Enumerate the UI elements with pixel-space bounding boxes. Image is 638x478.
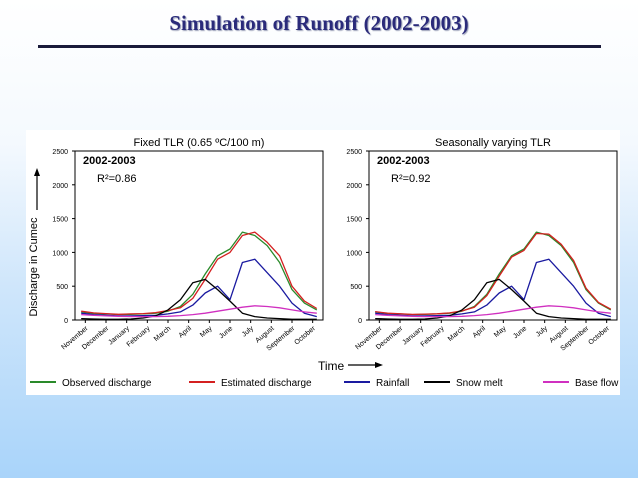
r-squared-label: R²=0.86 bbox=[97, 173, 136, 185]
y-tick-label: 1500 bbox=[52, 217, 68, 224]
series-line-base-flow bbox=[81, 305, 317, 318]
x-tick-label: May bbox=[493, 325, 508, 339]
y-tick-label: 2500 bbox=[346, 149, 362, 156]
series-line-snow-melt bbox=[81, 278, 317, 320]
x-tick-label: October bbox=[293, 325, 317, 347]
period-label: 2002-2003 bbox=[83, 155, 136, 167]
x-tick-label: October bbox=[587, 325, 611, 347]
runoff-figure: Discharge in Cumec Time Fixed TLR (0.65 … bbox=[26, 130, 620, 395]
slide-title: Simulation of Runoff (2002-2003) bbox=[169, 11, 469, 35]
y-tick-label: 2500 bbox=[52, 149, 68, 156]
y-tick-label: 2000 bbox=[52, 183, 68, 190]
chart-panel-2: Seasonally varying TLR 0 500 1000 1500 2000 25… bbox=[346, 137, 618, 353]
x-tick-label: March bbox=[153, 325, 172, 343]
legend-label: Rainfall bbox=[376, 378, 409, 389]
y-tick-label: 1000 bbox=[346, 250, 362, 257]
x-tick-label: April bbox=[472, 325, 488, 340]
x-tick-label: May bbox=[199, 325, 214, 339]
y-tick-label: 0 bbox=[64, 318, 68, 325]
r-squared-label: R²=0.92 bbox=[391, 173, 430, 185]
x-axis-label: Time bbox=[318, 359, 345, 373]
x-axis-arrow-head bbox=[375, 362, 383, 368]
x-tick-label: July bbox=[241, 325, 255, 339]
chart-panel-1: Fixed TLR (0.65 ºC/100 m) 0 500 1000 1500 200… bbox=[52, 137, 324, 353]
legend: Observed discharge Estimated discharge Rai… bbox=[30, 378, 619, 389]
chart-title: Fixed TLR (0.65 ºC/100 m) bbox=[134, 137, 265, 149]
y-tick-label: 2000 bbox=[346, 183, 362, 190]
legend-label: Estimated discharge bbox=[221, 378, 312, 389]
x-tick-label: July bbox=[535, 325, 549, 339]
chart-title: Seasonally varying TLR bbox=[435, 137, 551, 149]
x-tick-label: June bbox=[218, 325, 234, 340]
y-tick-label: 500 bbox=[350, 284, 362, 291]
y-axis-arrow-head bbox=[34, 168, 40, 176]
series-line-base-flow bbox=[375, 305, 611, 318]
y-tick-label: 1500 bbox=[346, 217, 362, 224]
legend-label: Observed discharge bbox=[62, 378, 152, 389]
period-label: 2002-2003 bbox=[377, 155, 430, 167]
plot-frame bbox=[368, 150, 618, 321]
y-axis-label: Discharge in Cumec bbox=[28, 217, 40, 317]
series-line-estimated-discharge bbox=[375, 232, 612, 316]
series-line-snow-melt bbox=[375, 278, 611, 320]
x-tick-label: June bbox=[512, 325, 528, 340]
legend-label: Base flow bbox=[575, 378, 619, 389]
y-tick-label: 500 bbox=[56, 284, 68, 291]
y-tick-label: 0 bbox=[358, 318, 362, 325]
x-tick-label: February bbox=[126, 325, 152, 349]
x-tick-label: March bbox=[447, 325, 466, 343]
series-line-estimated-discharge bbox=[81, 231, 318, 315]
title-underline bbox=[38, 45, 601, 48]
x-tick-label: February bbox=[420, 325, 446, 349]
plot-frame bbox=[74, 150, 324, 321]
y-tick-label: 1000 bbox=[52, 250, 68, 257]
legend-label: Snow melt bbox=[456, 378, 503, 389]
runoff-charts-svg: Discharge in Cumec Time Fixed TLR (0.65 … bbox=[28, 137, 619, 389]
x-tick-label: April bbox=[178, 325, 194, 340]
